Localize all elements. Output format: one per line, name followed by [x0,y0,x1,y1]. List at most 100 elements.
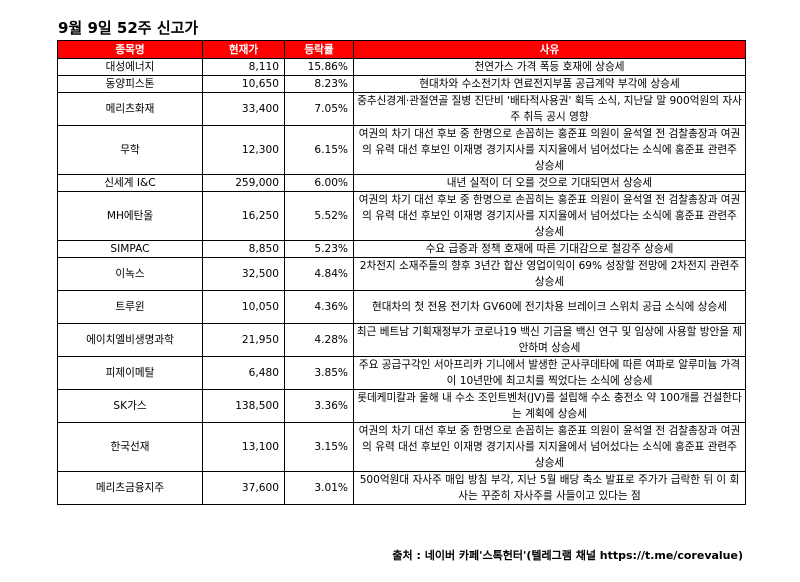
stock-name-cell-text: 신세계 I&C [104,177,156,189]
reason-cell-text: 여권의 차기 대선 후보 중 한명으로 손꼽히는 홍준표 의원이 윤석열 전 검… [358,425,741,469]
change-rate-cell: 6.15% [284,125,354,175]
table-row: 피제이메탈 6,480 3.85% 주요 공급구각인 서아프리카 기니에서 발생한 군… [57,356,746,390]
change-rate-cell: 5.52% [284,191,354,241]
change-rate-cell: 4.36% [284,290,354,324]
price-cell: 13,100 [202,422,285,472]
reason-cell: 수요 급증과 정책 호재에 따른 기대감으로 철강주 상승세 [353,240,746,258]
table-row: 대성에너지 8,110 15.86% 천연가스 가격 폭등 호재에 상승세 [57,58,746,76]
price-cell: 10,050 [202,290,285,324]
price-cell-text: 8,850 [248,243,279,255]
change-rate-cell: 3.85% [284,356,354,390]
price-cell-text: 138,500 [235,400,279,412]
stock-name-cell: SK가스 [57,389,203,423]
new-high-table: 종목명 현재가 등락률 사유 대성에너지 8,110 15.86% 천연가스 가격 폭… [57,40,746,505]
change-rate-cell: 7.05% [284,92,354,126]
stock-name-cell-text: 대성에너지 [105,61,155,73]
table-row: 신세계 I&C 259,000 6.00% 내년 실적이 더 오를 것으로 기대되면서… [57,174,746,192]
stock-name-cell: 에이치엘비생명과학 [57,323,203,357]
reason-cell-text: 롯데케미칼과 울해 내 수소 조인트벤처(JV)를 설립해 수소 충전소 약 1… [357,392,742,420]
change-rate-cell-text: 7.05% [314,103,348,115]
stock-name-cell: 이녹스 [57,257,203,291]
price-cell-text: 12,300 [241,144,279,156]
price-cell: 259,000 [202,174,285,192]
stock-name-cell-text: MH에탄올 [106,210,154,222]
reason-cell-text: 천연가스 가격 폭등 호재에 상승세 [474,61,625,73]
reason-cell: 롯데케미칼과 울해 내 수소 조인트벤처(JV)를 설립해 수소 충전소 약 1… [353,389,746,423]
price-cell: 16,250 [202,191,285,241]
price-cell-text: 8,110 [248,61,279,73]
price-cell: 32,500 [202,257,285,291]
reason-cell: 여권의 차기 대선 후보 중 한명으로 손꼽히는 홍준표 의원이 윤석열 전 검… [353,125,746,175]
change-rate-cell: 3.15% [284,422,354,472]
stock-name-cell: 피제이메탈 [57,356,203,390]
header-reason: 사유 [353,40,746,59]
price-cell-text: 16,250 [241,210,279,222]
table-header-row: 종목명 현재가 등락률 사유 [57,40,746,59]
change-rate-cell-text: 5.23% [314,243,348,255]
price-cell-text: 10,050 [241,301,279,313]
reason-cell: 천연가스 가격 폭등 호재에 상승세 [353,58,746,76]
source-note: 출처 : 네이버 카페'스톡헌터'(텔레그램 채널 https://t.me/c… [392,549,743,562]
price-cell: 10,650 [202,75,285,93]
stock-name-cell-text: 트루윈 [115,301,145,313]
price-cell: 37,600 [202,471,285,505]
header-price: 현재가 [202,40,285,59]
table-row: MH에탄올 16,250 5.52% 여권의 차기 대선 후보 중 한명으로 손꼽히는… [57,191,746,241]
header-name: 종목명 [57,40,203,59]
reason-cell-text: 수요 급증과 정책 호재에 따른 기대감으로 철강주 상승세 [425,243,674,255]
reason-cell-text: 여권의 차기 대선 후보 중 한명으로 손꼽히는 홍준표 의원이 윤석열 전 검… [358,128,741,172]
header-change: 등락률 [284,40,354,59]
change-rate-cell-text: 6.00% [314,177,348,189]
price-cell: 21,950 [202,323,285,357]
price-cell-text: 33,400 [241,103,279,115]
table-row: SIMPAC 8,850 5.23% 수요 급증과 정책 호재에 따른 기대감으로 철… [57,240,746,258]
price-cell: 8,110 [202,58,285,76]
reason-cell-text: 현대차와 수소전기차 연료전지부품 공급계약 부각에 상승세 [419,78,680,90]
change-rate-cell: 15.86% [284,58,354,76]
price-cell: 33,400 [202,92,285,126]
stock-name-cell: SIMPAC [57,240,203,258]
table-row: 트루윈 10,050 4.36% 현대차의 첫 전용 전기차 GV60에 전기차용 브… [57,290,746,324]
reason-cell-text: 현대차의 첫 전용 전기차 GV60에 전기차용 브레이크 스위치 공급 소식에… [372,301,727,313]
price-cell: 138,500 [202,389,285,423]
reason-cell: 현대차의 첫 전용 전기차 GV60에 전기차용 브레이크 스위치 공급 소식에… [353,290,746,324]
change-rate-cell: 4.84% [284,257,354,291]
reason-cell-text: 2차전지 소재주들의 향후 3년간 합산 영업이익이 69% 성장할 전망에 2… [359,260,740,288]
change-rate-cell-text: 3.85% [314,367,348,379]
change-rate-cell-text: 3.01% [314,482,348,494]
stock-name-cell: 메리츠화재 [57,92,203,126]
change-rate-cell-text: 8.23% [314,78,348,90]
reason-cell-text: 최근 베트남 기획재정부가 코로나19 백신 기금을 백신 연구 및 임상에 사… [356,326,743,354]
change-rate-cell: 8.23% [284,75,354,93]
change-rate-cell-text: 4.84% [314,268,348,280]
stock-name-cell-text: SIMPAC [110,243,150,255]
table-row: 무학 12,300 6.15% 여권의 차기 대선 후보 중 한명으로 손꼽히는 홍준… [57,125,746,175]
table-row: 동양피스톤 10,650 8.23% 현대차와 수소전기차 연료전지부품 공급계약 부… [57,75,746,93]
price-cell: 12,300 [202,125,285,175]
change-rate-cell-text: 4.36% [314,301,348,313]
reason-cell: 내년 실적이 더 오를 것으로 기대되면서 상승세 [353,174,746,192]
table-row: 한국선재 13,100 3.15% 여권의 차기 대선 후보 중 한명으로 손꼽히는 … [57,422,746,472]
change-rate-cell-text: 3.36% [314,400,348,412]
change-rate-cell-text: 3.15% [314,441,348,453]
change-rate-cell-text: 15.86% [307,61,348,73]
table-row: 이녹스 32,500 4.84% 2차전지 소재주들의 향후 3년간 합산 영업이익이… [57,257,746,291]
reason-cell: 현대차와 수소전기차 연료전지부품 공급계약 부각에 상승세 [353,75,746,93]
price-cell-text: 6,480 [248,367,279,379]
stock-name-cell-text: 에이치엘비생명과학 [86,334,174,346]
change-rate-cell: 4.28% [284,323,354,357]
reason-cell-text: 500억원대 자사주 매입 방침 부각, 지난 5월 배당 축소 발표로 주가가… [359,474,740,502]
reason-cell: 최근 베트남 기획재정부가 코로나19 백신 기금을 백신 연구 및 임상에 사… [353,323,746,357]
table-row: SK가스 138,500 3.36% 롯데케미칼과 울해 내 수소 조인트벤처(JV)… [57,389,746,423]
reason-cell: 주요 공급구각인 서아프리카 기니에서 발생한 군사쿠데타에 따른 여파로 알루… [353,356,746,390]
change-rate-cell-text: 4.28% [314,334,348,346]
change-rate-cell: 6.00% [284,174,354,192]
page-title: 9월 9일 52주 신고가 [58,19,199,37]
stock-name-cell: 한국선재 [57,422,203,472]
stock-name-cell-text: 무학 [120,144,140,156]
reason-cell: 500억원대 자사주 매입 방침 부각, 지난 5월 배당 축소 발표로 주가가… [353,471,746,505]
stock-name-cell: 트루윈 [57,290,203,324]
stock-name-cell: 동양피스톤 [57,75,203,93]
price-cell-text: 10,650 [241,78,279,90]
stock-name-cell-text: SK가스 [113,400,147,412]
